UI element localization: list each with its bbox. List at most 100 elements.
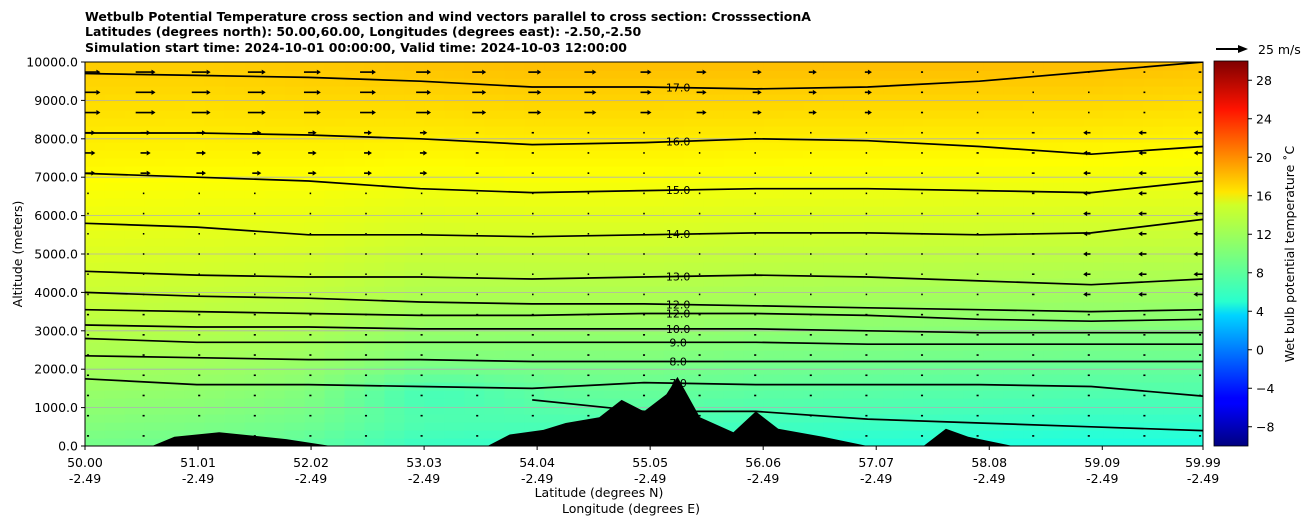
field-cell <box>783 126 805 135</box>
field-cell <box>863 110 885 119</box>
field-cell <box>224 262 246 271</box>
field-cell <box>544 262 565 271</box>
field-cell <box>823 134 845 143</box>
field-cell <box>1183 438 1203 446</box>
field-cell <box>224 382 246 391</box>
field-cell <box>903 350 925 359</box>
field-cell <box>184 230 206 239</box>
field-cell <box>1183 238 1203 247</box>
field-cell <box>783 398 805 407</box>
field-cell <box>324 334 346 343</box>
field-cell <box>424 102 445 111</box>
field-cell <box>444 174 465 183</box>
field-cell <box>424 366 445 375</box>
field-cell <box>663 206 685 215</box>
field-cell <box>284 118 306 127</box>
field-cell <box>364 278 386 287</box>
field-cell <box>344 134 366 143</box>
field-cell <box>983 150 1004 159</box>
field-cell <box>164 134 186 143</box>
field-cell <box>324 182 346 191</box>
field-cell <box>264 278 286 287</box>
x-tick-label-lon: -2.49 <box>1086 471 1118 486</box>
field-cell <box>564 366 585 375</box>
field-cell <box>963 206 984 215</box>
field-cell <box>963 102 984 111</box>
field-cell <box>703 166 725 175</box>
field-cell <box>843 222 865 231</box>
field-cell <box>584 126 605 135</box>
field-cell <box>164 102 186 111</box>
field-cell <box>703 246 725 255</box>
field-cell <box>1183 230 1203 239</box>
field-cell <box>963 262 984 271</box>
field-cell <box>843 198 865 207</box>
field-cell <box>883 142 905 151</box>
field-cell <box>424 190 445 199</box>
field-cell <box>144 406 166 415</box>
field-cell <box>564 270 585 279</box>
field-cell <box>803 262 825 271</box>
field-cell <box>663 118 685 127</box>
field-cell <box>1063 150 1084 159</box>
field-cell <box>1123 102 1144 111</box>
field-cell <box>144 318 166 327</box>
field-cell <box>344 254 366 263</box>
field-cell <box>1023 414 1044 423</box>
field-cell <box>244 94 266 103</box>
field-cell <box>144 254 166 263</box>
field-cell <box>783 134 805 143</box>
field-cell <box>384 374 406 383</box>
field-cell <box>584 94 605 103</box>
field-cell <box>1063 278 1084 287</box>
field-cell <box>803 334 825 343</box>
field-cell <box>324 134 346 143</box>
field-cell <box>683 110 705 119</box>
field-cell <box>1043 366 1064 375</box>
field-cell <box>85 110 106 119</box>
field-cell <box>903 222 925 231</box>
field-cell <box>1003 206 1024 215</box>
x-tick-label-lon: -2.49 <box>521 471 553 486</box>
field-cell <box>104 262 126 271</box>
field-cell <box>983 94 1004 103</box>
field-cell <box>1163 270 1184 279</box>
wind-vector-head <box>202 170 206 176</box>
field-cell <box>104 430 126 439</box>
field-cell <box>1103 286 1124 295</box>
wind-vector-head <box>1193 231 1198 237</box>
field-cell <box>124 262 146 271</box>
field-cell <box>464 374 485 383</box>
field-cell <box>364 374 386 383</box>
field-cell <box>484 438 505 446</box>
field-cell <box>464 390 485 399</box>
field-cell <box>1003 190 1024 199</box>
field-cell <box>484 230 505 239</box>
field-cell <box>164 206 186 215</box>
field-cell <box>1003 102 1024 111</box>
field-cell <box>803 286 825 295</box>
field-cell <box>484 326 505 335</box>
field-cell <box>903 182 925 191</box>
field-cell <box>564 198 585 207</box>
field-cell <box>903 294 925 303</box>
field-cell <box>1183 134 1203 143</box>
field-cell <box>963 182 984 191</box>
field-cell <box>943 142 965 151</box>
field-cell <box>344 406 366 415</box>
field-cell <box>324 150 346 159</box>
field-cell <box>1143 142 1164 151</box>
field-cell <box>943 422 965 431</box>
field-cell <box>224 334 246 343</box>
field-cell <box>584 366 605 375</box>
field-cell <box>324 86 346 95</box>
field-cell <box>564 86 585 95</box>
field-cell <box>384 422 406 431</box>
field-cell <box>124 126 146 135</box>
field-cell <box>384 102 406 111</box>
field-cell <box>204 230 226 239</box>
field-cell <box>883 86 905 95</box>
field-cell <box>1123 286 1144 295</box>
field-cell <box>1063 398 1084 407</box>
field-cell <box>1183 350 1203 359</box>
